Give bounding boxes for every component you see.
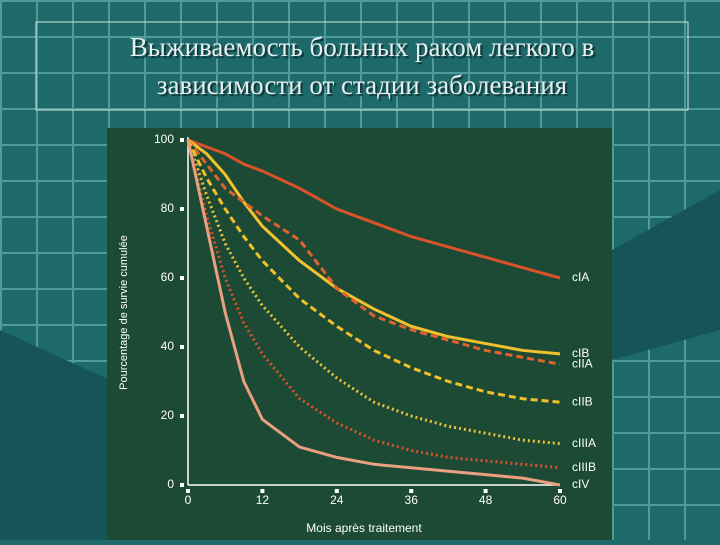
y-tick-label: 60: [161, 270, 175, 284]
x-tick: [409, 489, 414, 493]
series-label: cIIB: [572, 394, 593, 408]
x-tick: [186, 489, 190, 493]
series-line: [186, 139, 561, 487]
y-tick: [180, 207, 184, 211]
x-tick: [558, 489, 562, 493]
y-tick: [180, 483, 184, 487]
y-tick-label: 40: [161, 339, 175, 353]
y-tick: [180, 138, 184, 142]
series-label: cIV: [572, 477, 589, 491]
series-label: cIB: [572, 346, 589, 360]
y-tick: [180, 414, 184, 418]
series-line: [186, 139, 561, 470]
y-tick-label: 0: [167, 477, 174, 491]
y-tick-label: 80: [161, 201, 175, 215]
title-box: [35, 21, 689, 111]
series-label: cIA: [572, 270, 589, 284]
decoration: [0, 190, 720, 540]
series-line: [187, 138, 561, 280]
x-tick: [334, 489, 339, 493]
y-tick: [180, 276, 184, 280]
series-label: cIIA: [572, 356, 593, 370]
x-tick-label: 36: [405, 493, 419, 507]
series-line: [186, 139, 561, 446]
y-tick-label: 20: [161, 408, 175, 422]
y-tick-label: 100: [154, 132, 174, 146]
x-tick: [483, 489, 488, 493]
chart: 0 20 40 60 80 100 0 12 24 36 48 60 Mois après traite…: [118, 132, 596, 535]
x-tick-label: 48: [479, 493, 493, 507]
slide-title: зависимости от стадии заболевания: [157, 70, 567, 100]
x-tick-label: 12: [256, 493, 270, 507]
series-line: [186, 139, 561, 366]
series-label: cIIIA: [572, 436, 596, 450]
chart-panel: [107, 128, 612, 540]
y-axis-label: Pourcentage de survie cumulée: [118, 235, 130, 390]
x-tick-label: 60: [553, 493, 567, 507]
x-tick-label: 0: [185, 493, 192, 507]
series-line: [186, 139, 561, 404]
x-axis-label: Mois après traitement: [306, 521, 422, 535]
x-tick-label: 24: [330, 493, 344, 507]
y-tick: [180, 345, 184, 349]
slide-title: Выживаемость больных раком легкого в: [130, 32, 594, 62]
x-tick: [260, 489, 265, 493]
series-label: cIIIB: [572, 460, 596, 474]
